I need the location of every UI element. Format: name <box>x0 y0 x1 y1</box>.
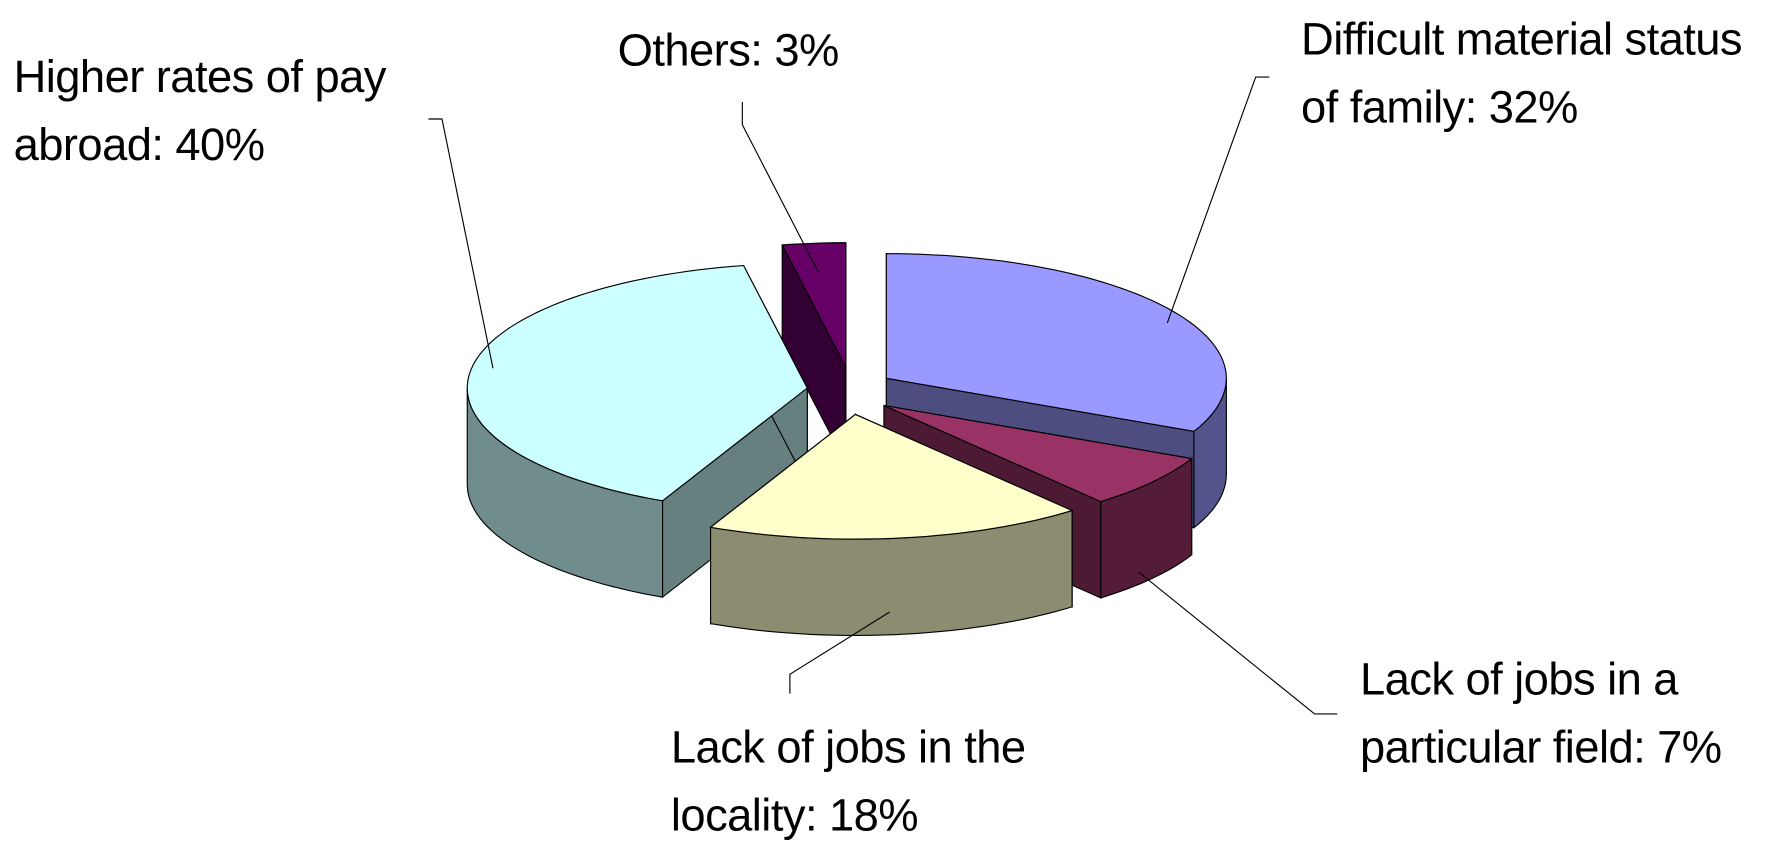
leader-line <box>789 611 890 694</box>
slice <box>466 264 808 502</box>
slice <box>781 242 847 368</box>
slice <box>885 253 1227 432</box>
leader-line <box>1166 76 1270 324</box>
leader-line <box>428 118 494 369</box>
slice-label: Higher rates of pay abroad: 40% <box>13 52 387 170</box>
slice-label: Lack of jobs in the locality: 18% <box>670 723 1026 841</box>
leader-line <box>741 101 819 273</box>
leader-line <box>1138 571 1338 715</box>
slice <box>709 413 1074 540</box>
slice <box>883 404 1194 503</box>
slice-label: Others: 3% <box>617 26 840 76</box>
slice-label: Lack of jobs in a particular field: 7% <box>1359 655 1722 773</box>
slice-label: Difficult material status of family: 32% <box>1301 14 1743 133</box>
